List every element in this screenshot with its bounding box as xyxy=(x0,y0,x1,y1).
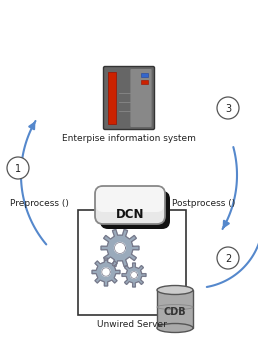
Ellipse shape xyxy=(157,323,193,333)
FancyBboxPatch shape xyxy=(103,66,155,130)
FancyBboxPatch shape xyxy=(96,187,164,212)
FancyBboxPatch shape xyxy=(78,210,186,315)
Polygon shape xyxy=(92,258,120,286)
Text: Postprocess (): Postprocess () xyxy=(172,199,235,209)
Circle shape xyxy=(7,157,29,179)
FancyBboxPatch shape xyxy=(141,80,148,84)
Text: 3: 3 xyxy=(225,103,231,114)
Text: Enterpise information system: Enterpise information system xyxy=(62,134,196,143)
Text: Preprocess (): Preprocess () xyxy=(10,199,69,209)
Circle shape xyxy=(217,247,239,269)
FancyBboxPatch shape xyxy=(130,69,152,127)
Ellipse shape xyxy=(157,286,193,294)
Polygon shape xyxy=(101,229,139,267)
FancyBboxPatch shape xyxy=(141,73,148,77)
Circle shape xyxy=(217,97,239,119)
Text: Unwired Server: Unwired Server xyxy=(97,320,167,329)
Polygon shape xyxy=(122,263,146,287)
Text: CDB: CDB xyxy=(164,307,186,317)
FancyBboxPatch shape xyxy=(100,191,170,229)
Polygon shape xyxy=(131,272,137,279)
Polygon shape xyxy=(115,243,125,253)
FancyBboxPatch shape xyxy=(157,290,193,328)
FancyBboxPatch shape xyxy=(95,186,165,224)
Text: 2: 2 xyxy=(225,253,231,263)
Text: 1: 1 xyxy=(15,163,21,174)
Polygon shape xyxy=(102,268,110,276)
FancyBboxPatch shape xyxy=(108,72,116,124)
Text: DCN: DCN xyxy=(116,209,144,221)
